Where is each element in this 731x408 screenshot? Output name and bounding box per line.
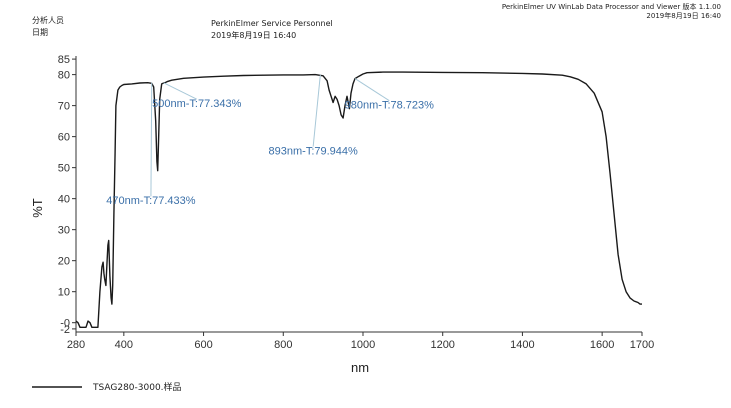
annotation-label: 500nm-T:77.343% <box>152 98 241 110</box>
date-label: 日期 <box>32 28 48 37</box>
y-tick-label: 80 <box>58 70 70 82</box>
annotation-label: 470nm-T:77.433% <box>106 195 195 207</box>
x-tick-label: 1200 <box>430 339 454 351</box>
software-date: 2019年8月19日 16:40 <box>646 12 721 20</box>
y-tick-label: -2 <box>60 324 70 336</box>
x-tick-label: 280 <box>67 339 85 351</box>
y-tick-label: 10 <box>58 287 70 299</box>
x-tick-label: 800 <box>274 339 292 351</box>
y-tick-label: 40 <box>58 194 70 206</box>
series-line <box>75 71 642 328</box>
y-tick-label: 60 <box>58 132 70 144</box>
chart-axes <box>75 56 642 333</box>
annotation-label: 893nm-T:79.944% <box>269 146 358 158</box>
legend-label: TSAG280-3000.样品 <box>92 381 182 393</box>
analyst-label: 分析人员 <box>32 16 64 25</box>
x-tick-label: 1000 <box>351 339 375 351</box>
annotation-label: 980nm-T:78.723% <box>345 100 434 112</box>
annotation-leader <box>163 82 197 100</box>
x-tick-label: 600 <box>194 339 212 351</box>
y-tick-label: 20 <box>58 256 70 268</box>
x-tick-label: 1700 <box>630 339 654 351</box>
software-version: PerkinElmer UV WinLab Data Processor and… <box>501 3 721 11</box>
x-tick-label: 1400 <box>510 339 534 351</box>
y-tick-label: 50 <box>58 163 70 175</box>
y-tick-label: 85 <box>58 54 70 66</box>
y-tick-label: -0 <box>60 318 70 330</box>
annotation-leader <box>312 74 321 147</box>
y-tick-label: 70 <box>58 101 70 113</box>
annotation-leader <box>150 82 153 197</box>
analyst-name: PerkinElmer Service Personnel <box>211 19 333 28</box>
analysis-datetime: 2019年8月19日 16:40 <box>211 31 297 40</box>
x-axis-label: nm <box>351 360 369 375</box>
y-axis-label: %T <box>30 198 45 218</box>
chart-annotations: 470nm-T:77.433% 500nm-T:77.343% 893nm-T:79… <box>106 74 434 207</box>
legend: TSAG280-3000.样品 <box>32 381 182 393</box>
y-tick-label: 30 <box>58 225 70 237</box>
annotation-leader <box>354 78 390 102</box>
x-tick-label: 400 <box>115 339 133 351</box>
chart-ticks: -2-0 10 20 30 40 50 60 70 80 85 280 400 600 800 1000 12… <box>58 54 654 351</box>
x-tick-label: 1600 <box>590 339 614 351</box>
plot-area <box>75 71 642 328</box>
